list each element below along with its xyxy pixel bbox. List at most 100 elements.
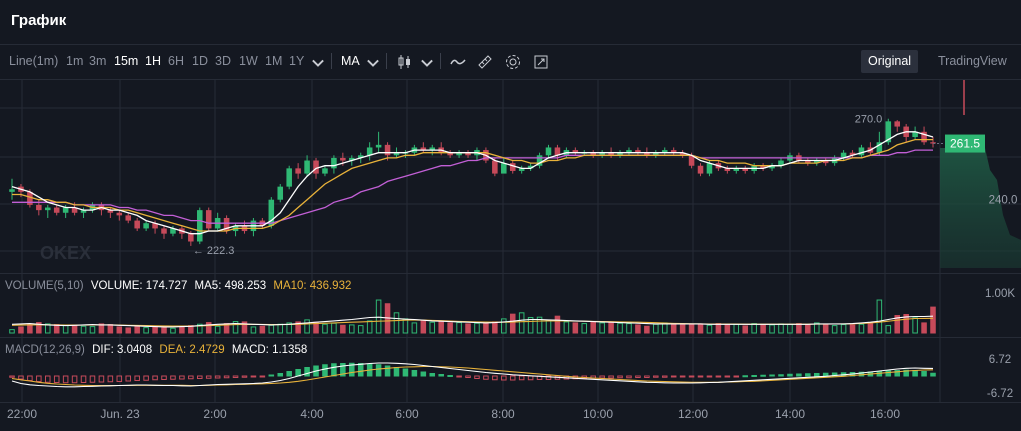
interval-1mo[interactable]: 1M: [265, 54, 283, 68]
macd-legend: MACD(12,26,9) DIF: 3.0408 DEA: 2.4729 MA…: [5, 344, 311, 356]
macd-bar: [89, 375, 96, 383]
macd-bar: [599, 375, 605, 379]
macd-bar: [53, 375, 60, 383]
macd-bar: [286, 371, 292, 377]
candle: [170, 228, 176, 234]
gear-icon[interactable]: [504, 53, 522, 71]
interval-15m[interactable]: 15m: [114, 54, 139, 68]
time-axis-label: 4:00: [300, 407, 324, 421]
interval-6h[interactable]: 6H: [168, 54, 184, 68]
candle: [116, 212, 123, 216]
candle: [688, 155, 695, 166]
volume-bar: [527, 317, 534, 334]
candle: [71, 207, 78, 213]
candle: [161, 228, 167, 234]
pane-divider: [0, 273, 1021, 274]
volume-legend-ma5: MA5: 498.253: [194, 280, 267, 292]
interval-1m[interactable]: 1m: [66, 54, 84, 68]
volume-bar: [760, 324, 766, 334]
macd-bar: [697, 375, 704, 378]
toolbar-divider: [386, 53, 387, 69]
candle: [80, 210, 87, 213]
candle: [536, 155, 543, 166]
volume-bar: [554, 315, 561, 334]
macd-bar: [143, 375, 149, 381]
volume-bar: [518, 312, 525, 334]
candlestick-icon[interactable]: [396, 53, 414, 71]
volume-bar: [626, 323, 632, 334]
candle: [331, 157, 337, 169]
interval-1w[interactable]: 1W: [239, 54, 258, 68]
time-axis-label: 6:00: [395, 407, 419, 421]
interval-1d[interactable]: 1D: [192, 54, 208, 68]
macd-bar: [214, 375, 221, 379]
macd-bar: [116, 375, 123, 382]
candle: [188, 233, 194, 242]
volume-legend: VOLUME(5,10) VOLUME: 174.727 MA5: 498.25…: [5, 280, 355, 292]
interval-1y[interactable]: 1Y: [289, 54, 305, 68]
volume-bar: [930, 306, 936, 334]
candle: [223, 217, 230, 232]
macd-bar: [742, 375, 748, 378]
volume-bar: [894, 315, 901, 334]
volume-bar: [366, 320, 373, 334]
ma-indicator-button[interactable]: MA: [341, 54, 360, 68]
fullscreen-icon[interactable]: [532, 53, 550, 71]
volume-bar: [277, 323, 284, 334]
volume-bar: [581, 323, 588, 334]
line-interval-button[interactable]: Line(1m): [9, 54, 59, 68]
volume-bar: [44, 323, 51, 334]
volume-bar: [742, 325, 748, 334]
interval-1h[interactable]: 1H: [145, 54, 161, 68]
volume-bar: [715, 323, 722, 334]
volume-bar: [250, 326, 257, 334]
volume-bar: [492, 321, 498, 334]
candle: [912, 131, 918, 138]
macd-bar: [268, 374, 275, 377]
candle: [134, 220, 140, 229]
chevron-down-icon[interactable]: [418, 54, 436, 72]
macd-bar: [223, 375, 230, 379]
volume-bar: [375, 299, 382, 334]
time-axis-label: 10:00: [583, 407, 613, 421]
chevron-down-icon[interactable]: [364, 54, 382, 72]
macd-bar: [545, 375, 552, 380]
volume-legend-label: VOLUME(5,10): [5, 280, 84, 292]
macd-bar: [179, 375, 185, 380]
volume-bar: [769, 324, 775, 334]
macd-bar: [429, 373, 436, 377]
volume-bar: [98, 323, 105, 334]
candle: [742, 168, 748, 171]
chevron-down-icon[interactable]: [309, 54, 327, 72]
macd-bar: [44, 375, 51, 383]
macd-bar: [805, 373, 811, 377]
volume-bar: [509, 313, 516, 334]
candle: [27, 191, 33, 205]
volume-bar: [322, 323, 328, 334]
line-chart-icon[interactable]: [449, 53, 467, 71]
macd-bar: [724, 375, 731, 378]
ruler-icon[interactable]: [476, 53, 494, 71]
macd-legend-label: MACD(12,26,9): [5, 344, 85, 356]
volume-bar: [232, 321, 239, 334]
volume-bar: [670, 323, 677, 334]
macd-bar: [715, 375, 722, 378]
tradingview-view-button[interactable]: TradingView: [938, 54, 1007, 68]
candle: [822, 160, 829, 164]
volume-bar: [590, 321, 596, 334]
candle: [340, 157, 346, 161]
volume-bar: [62, 324, 69, 334]
original-view-button[interactable]: Original: [861, 50, 919, 73]
candle: [653, 152, 659, 156]
macd-bar: [98, 375, 105, 383]
volume-bar: [796, 323, 802, 334]
interval-3m[interactable]: 3m: [89, 54, 107, 68]
interval-3d[interactable]: 3D: [215, 54, 231, 68]
volume-bar: [9, 329, 15, 334]
volume-bar: [778, 323, 784, 334]
macd-bar: [420, 371, 427, 377]
candle: [197, 210, 203, 242]
macd-bar: [769, 374, 775, 377]
candle: [277, 186, 284, 200]
